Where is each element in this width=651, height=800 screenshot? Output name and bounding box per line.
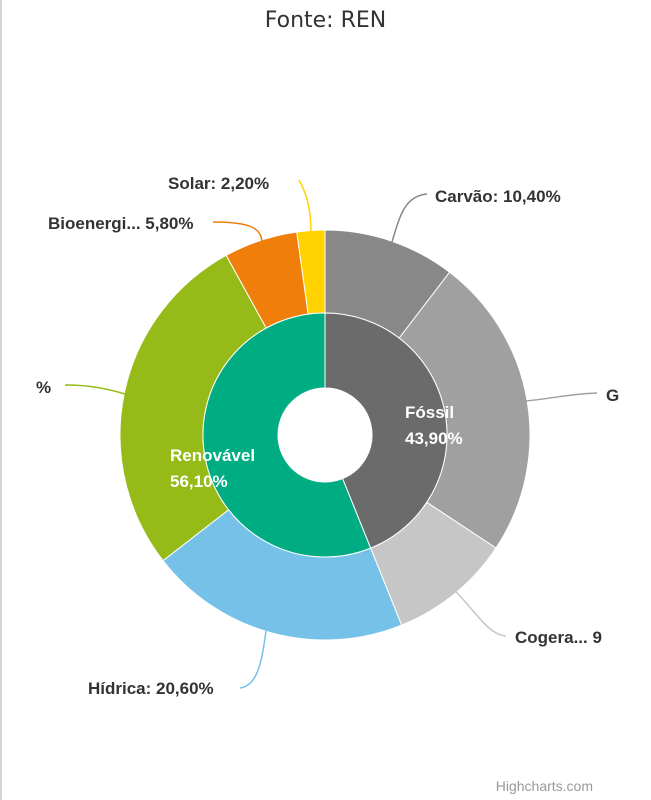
- outer-label-slice-4: %: [36, 378, 51, 397]
- connector-solar: [298, 179, 312, 234]
- outer-ring: [119, 229, 531, 641]
- inner-value-renovavel: 56,10%: [170, 472, 228, 491]
- connector-hidrica: [239, 630, 267, 689]
- inner-ring: [202, 312, 448, 558]
- inner-label-fossil: Fóssil: [405, 403, 454, 422]
- outer-label-carvao: Carvão: 10,40%: [435, 187, 561, 206]
- outer-label-solar: Solar: 2,20%: [168, 174, 269, 193]
- inner-slice-fossil[interactable]: [324, 312, 448, 549]
- connector-g: [524, 392, 598, 402]
- inner-value-fossil: 43,90%: [405, 429, 463, 448]
- outer-label-g: G: [606, 386, 619, 405]
- outer-label-hidrica: Hídrica: 20,60%: [88, 679, 214, 698]
- label-connectors: [64, 179, 598, 689]
- connector-carvao: [391, 193, 428, 243]
- chart-title: Fonte: REN: [264, 8, 387, 33]
- connector-cogera-9: [453, 589, 507, 637]
- connector-slice-4: [64, 384, 126, 395]
- data-labels: Fóssil 43,90% Renovável 56,10% Carvão: 10,40…: [36, 174, 619, 698]
- connector-bioenergi-5-80: [212, 221, 263, 244]
- left-border: [0, 0, 2, 800]
- outer-label-cogera-9: Cogera... 9: [515, 628, 602, 647]
- highcharts-credits[interactable]: Highcharts.com: [495, 778, 593, 794]
- inner-label-renovavel: Renovável: [170, 446, 255, 465]
- inner-slice-renovavel[interactable]: [202, 312, 372, 558]
- outer-label-bioenergi-5-80: Bioenergi... 5,80%: [48, 214, 194, 233]
